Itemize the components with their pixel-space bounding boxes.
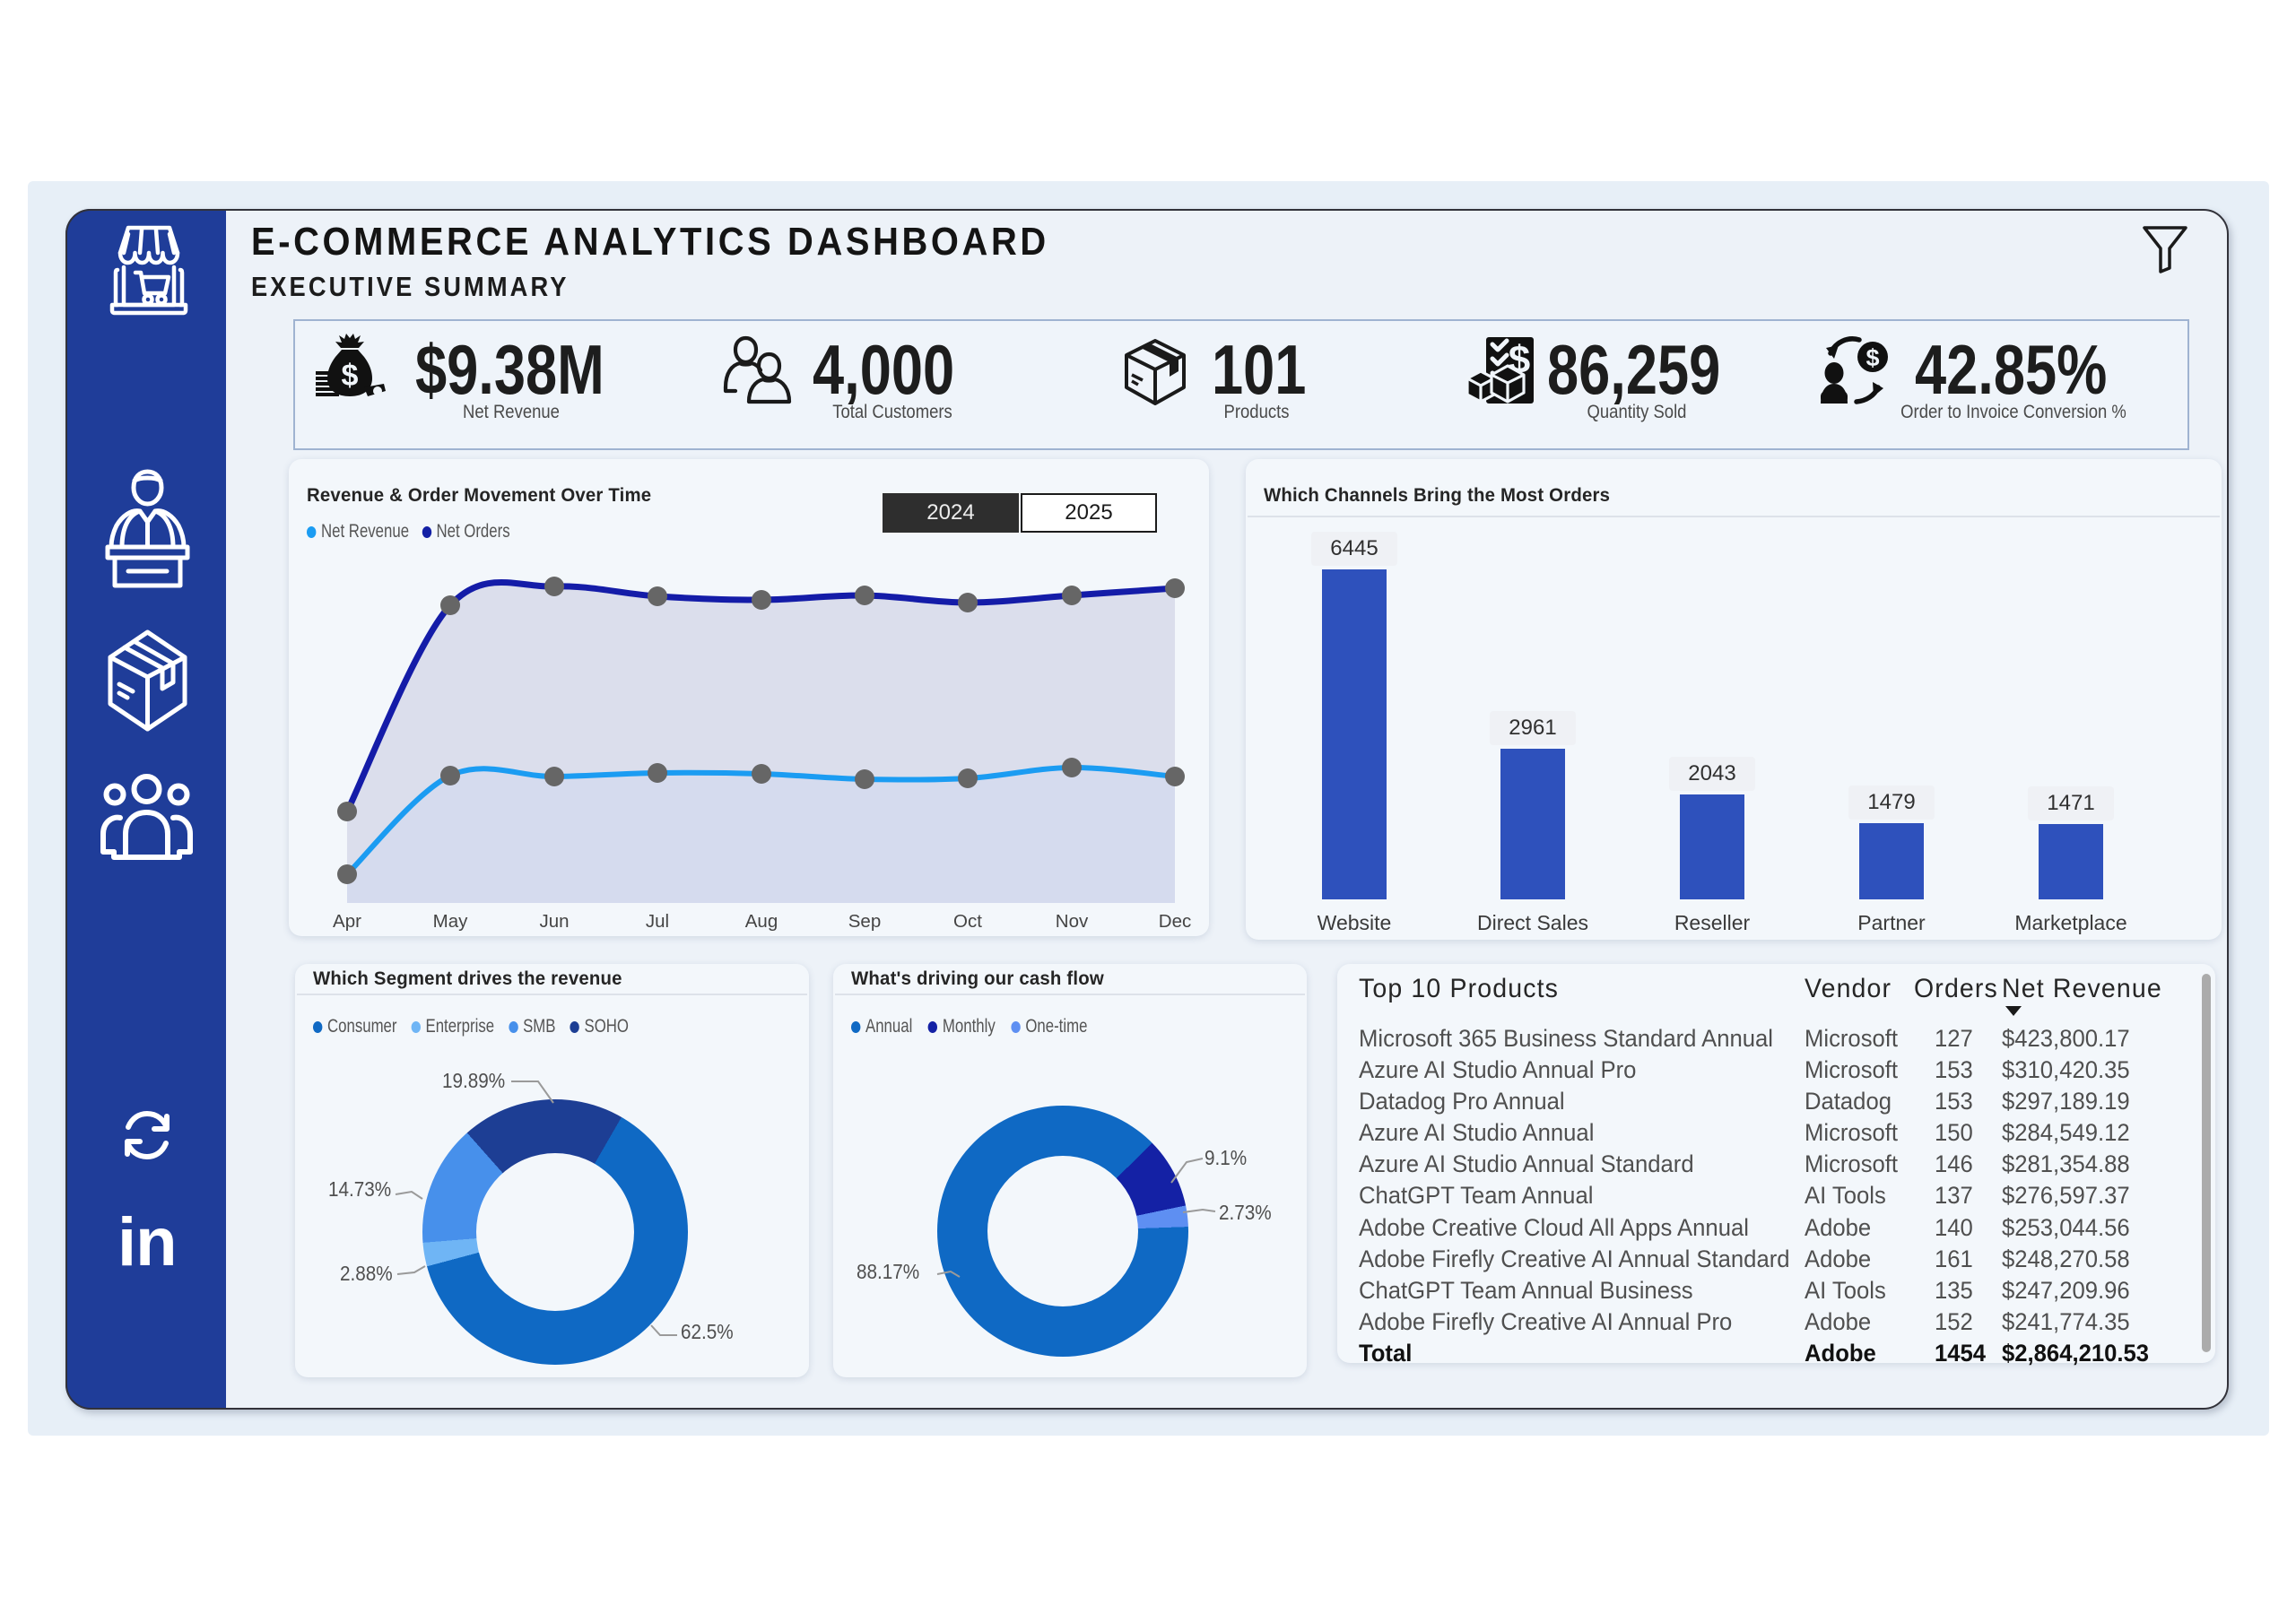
- svg-text:$: $: [342, 359, 359, 393]
- svg-text:Dec: Dec: [1159, 911, 1191, 932]
- svg-text:Oct: Oct: [953, 911, 982, 932]
- svg-text:May: May: [433, 911, 468, 932]
- svg-text:Sep: Sep: [848, 911, 881, 932]
- svg-text:Apr: Apr: [333, 911, 361, 932]
- svg-text:Aug: Aug: [745, 911, 778, 932]
- svg-text:Nov: Nov: [1056, 911, 1089, 932]
- svg-text:Jun: Jun: [539, 911, 569, 932]
- svg-text:Jul: Jul: [646, 911, 669, 932]
- svg-text:$: $: [1866, 344, 1879, 371]
